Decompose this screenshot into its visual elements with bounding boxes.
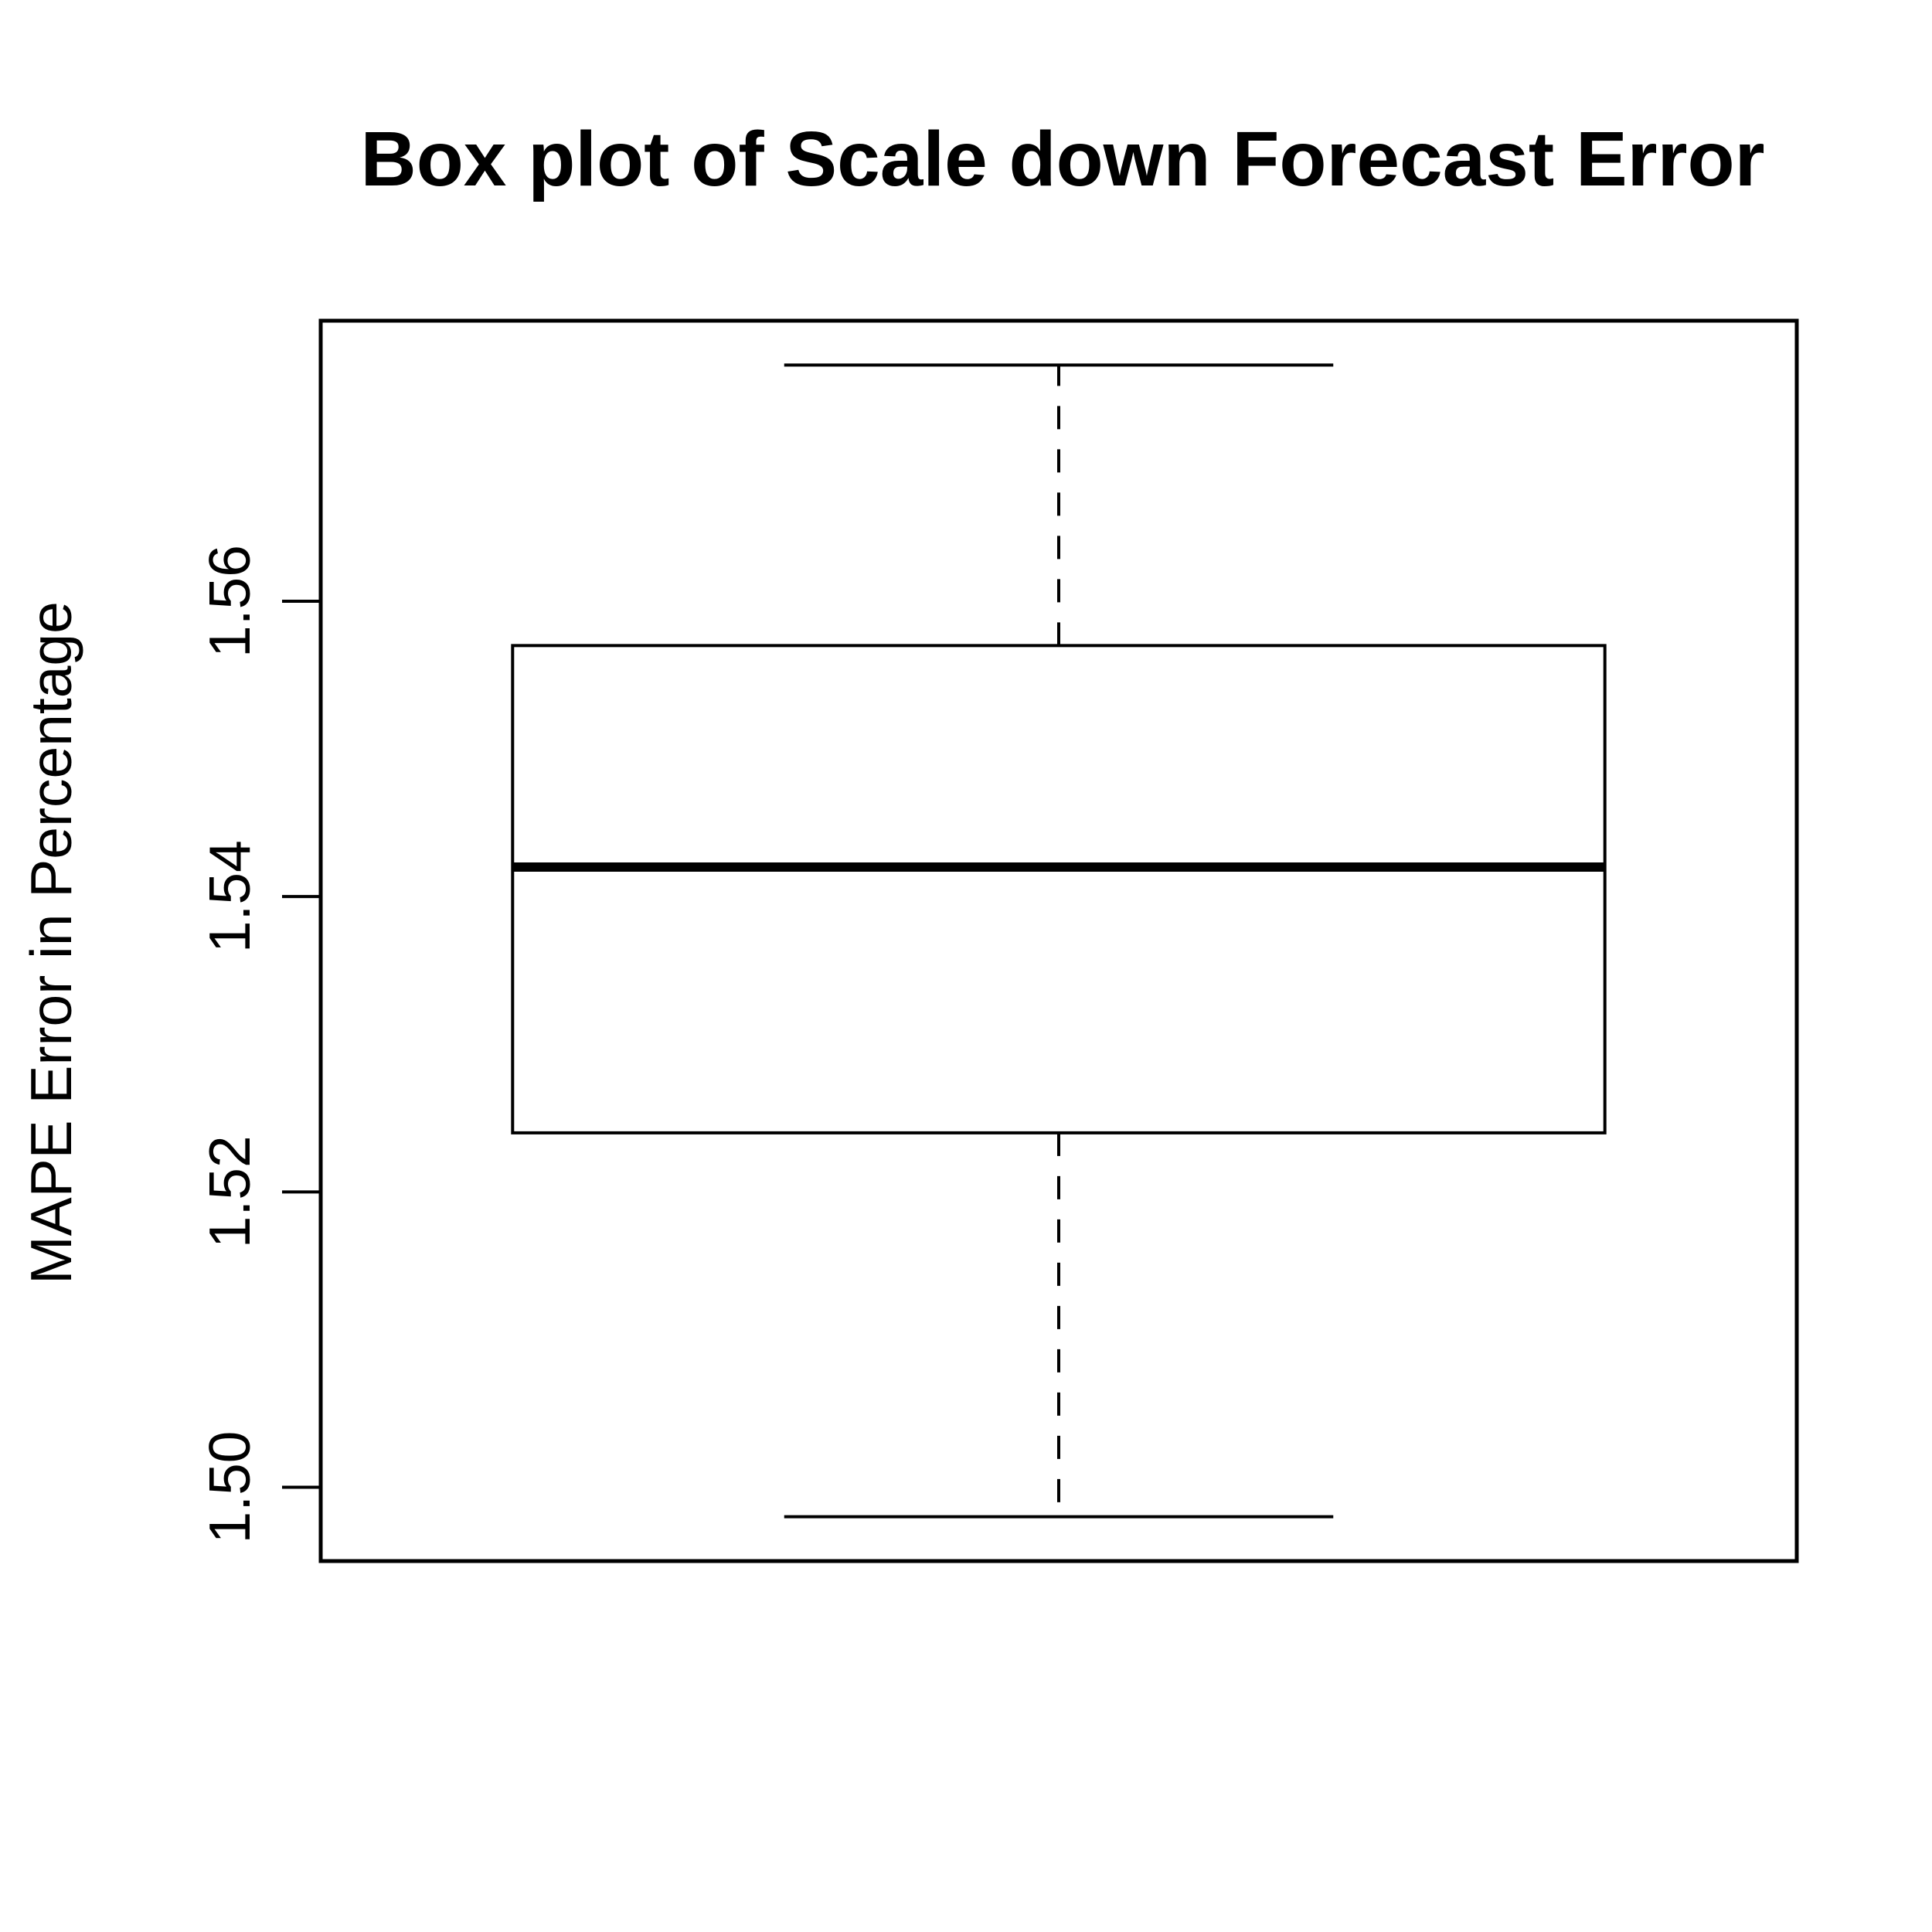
chart-title: Box plot of Scale down Forecast Error: [361, 116, 1765, 202]
y-axis-label: MAPE Error in Percentage: [19, 601, 83, 1284]
y-tick-label: 1.56: [197, 545, 262, 658]
box-item: [511, 363, 1607, 1519]
y-axis: 1.50 1.52 1.54 1.56: [197, 545, 322, 1543]
iqr-box: [511, 644, 1607, 1134]
y-tick-label: 1.50: [197, 1430, 262, 1543]
y-tick-label: 1.52: [197, 1135, 262, 1248]
y-tick-label: 1.54: [197, 840, 262, 953]
box-series: [511, 363, 1607, 1519]
